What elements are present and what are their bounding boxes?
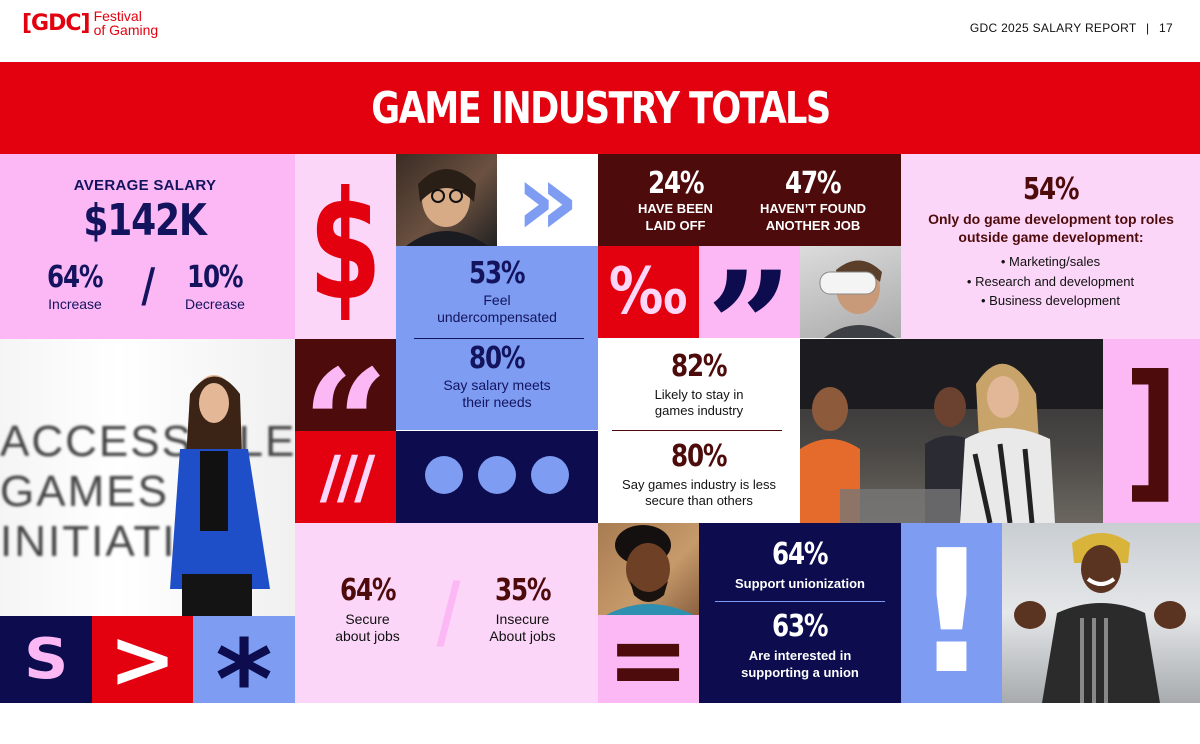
- jobs-slash: /: [436, 565, 461, 658]
- equals-icon: =: [607, 595, 690, 723]
- less-secure-label: Say games industry is less secure than o…: [622, 477, 776, 508]
- gdc-logo-mark: [GDC]: [22, 10, 91, 36]
- salary-meets-label: Say salary meets their needs: [443, 377, 551, 410]
- logo-line-1: Festival: [93, 8, 142, 24]
- roles-value: 54%: [1022, 172, 1079, 207]
- role-item: • Marketing/sales: [1000, 254, 1101, 269]
- triple-slash-icon: ///: [319, 443, 376, 511]
- close-quote-icon: ”: [706, 246, 793, 338]
- photo-conference-audience: [800, 339, 1103, 523]
- stay-value: 82%: [671, 349, 727, 384]
- union-interest-label: Are interested in supporting a union: [741, 648, 859, 680]
- average-salary-heading: AVERAGE SALARY: [73, 177, 217, 194]
- open-quote-icon: “: [302, 339, 389, 431]
- average-salary-value: $142K: [83, 195, 207, 246]
- undercompensated-value: 53%: [469, 256, 525, 291]
- salary-feelings-tile: 53% Feel undercompensated 80% Say salary…: [396, 246, 598, 430]
- equals-tile: =: [598, 595, 699, 723]
- photo-laughing-attendee: [598, 523, 699, 615]
- laid-off-label: HAVE BEEN LAID OFF: [638, 201, 713, 233]
- insecure-value: 35%: [494, 573, 551, 608]
- insecure-label: Insecure About jobs: [489, 611, 556, 644]
- photo-thumbs-up-attendee: [1002, 523, 1200, 703]
- divider: [414, 338, 584, 339]
- not-found-job-value: 47%: [785, 166, 841, 201]
- page-number: 17: [1159, 21, 1173, 35]
- report-header: GDC 2025 SALARY REPORT | 17: [970, 21, 1173, 35]
- secure-value: 64%: [339, 573, 396, 608]
- per-mille-tile: ‰: [598, 246, 699, 338]
- tilde-tile: S: [0, 616, 92, 703]
- undercompensated-label: Feel undercompensated: [437, 292, 557, 325]
- divider: [612, 430, 782, 431]
- ellipsis-tile: [396, 431, 598, 523]
- exclamation-icon: !: [912, 514, 991, 712]
- role-item: • Research and development: [966, 273, 1135, 289]
- page-title: GAME INDUSTRY TOTALS: [370, 82, 831, 134]
- salary-meets-value: 80%: [469, 341, 525, 376]
- photo-speaker-stage: ACCESSIBLE GAMES INITIATIVE: [0, 339, 295, 616]
- dollar-tile: $: [295, 154, 396, 339]
- per-mille-icon: ‰: [609, 255, 688, 329]
- unionization-tile: 64% Support unionization 63% Are interes…: [699, 523, 901, 703]
- job-security-tile: 64% Secure about jobs / 35% Insecure Abo…: [295, 523, 598, 703]
- title-banner: GAME INDUSTRY TOTALS: [0, 62, 1200, 154]
- close-bracket-icon: ]: [1124, 344, 1179, 518]
- photo-vr-headset: [800, 246, 901, 338]
- union-support-value: 64%: [772, 537, 828, 572]
- layoffs-tile: 24% HAVE BEEN LAID OFF 47% HAVEN’T FOUND…: [598, 154, 901, 246]
- photo-attendee-glasses: [396, 154, 497, 246]
- triple-slash-tile: ///: [295, 431, 396, 523]
- asterisk-tile: *: [193, 616, 295, 735]
- gdc-logo[interactable]: [GDC] Festival of Gaming: [22, 5, 158, 41]
- laid-off-value: 24%: [647, 166, 704, 201]
- union-interest-value: 63%: [772, 609, 828, 644]
- logo-line-2: of Gaming: [93, 22, 159, 38]
- asterisk-icon: *: [215, 615, 273, 744]
- header-separator: |: [1145, 21, 1150, 35]
- not-found-job-label: HAVEN’T FOUND ANOTHER JOB: [760, 201, 866, 233]
- roles-tile: 54% Only do game development top roles o…: [901, 154, 1200, 339]
- secure-label: Secure about jobs: [335, 611, 400, 644]
- stay-label: Likely to stay in games industry: [654, 387, 744, 418]
- squiggle-icon: S: [23, 626, 69, 692]
- bracket-tile: ]: [1103, 339, 1200, 523]
- chevrons-tile: »: [497, 141, 598, 258]
- greater-than-icon: >: [108, 612, 177, 706]
- roles-label: Only do game development top roles outsi…: [928, 211, 1174, 245]
- open-quote-tile: “: [295, 339, 396, 431]
- increase-value: 64%: [47, 260, 103, 295]
- role-item: • Business development: [981, 293, 1120, 308]
- decrease-value: 10%: [187, 260, 243, 295]
- salary-slash: /: [141, 258, 156, 312]
- union-support-label: Support unionization: [735, 576, 865, 591]
- less-secure-value: 80%: [671, 439, 727, 474]
- double-chevron-icon: »: [515, 141, 580, 258]
- industry-outlook-tile: 82% Likely to stay in games industry 80%…: [598, 339, 800, 523]
- exclamation-tile: !: [901, 523, 1002, 703]
- increase-label: Increase: [48, 296, 102, 312]
- average-salary-tile: AVERAGE SALARY $142K 64% Increase / 10% …: [0, 154, 295, 339]
- decrease-label: Decrease: [185, 296, 245, 312]
- sign-line-2: GAMES: [0, 467, 169, 516]
- ellipsis-icon: [425, 456, 569, 494]
- report-title: GDC 2025 SALARY REPORT: [969, 21, 1137, 35]
- dollar-icon: $: [308, 159, 383, 334]
- greater-than-tile: >: [92, 616, 193, 703]
- close-quote-tile: ”: [699, 246, 800, 338]
- divider: [715, 601, 885, 602]
